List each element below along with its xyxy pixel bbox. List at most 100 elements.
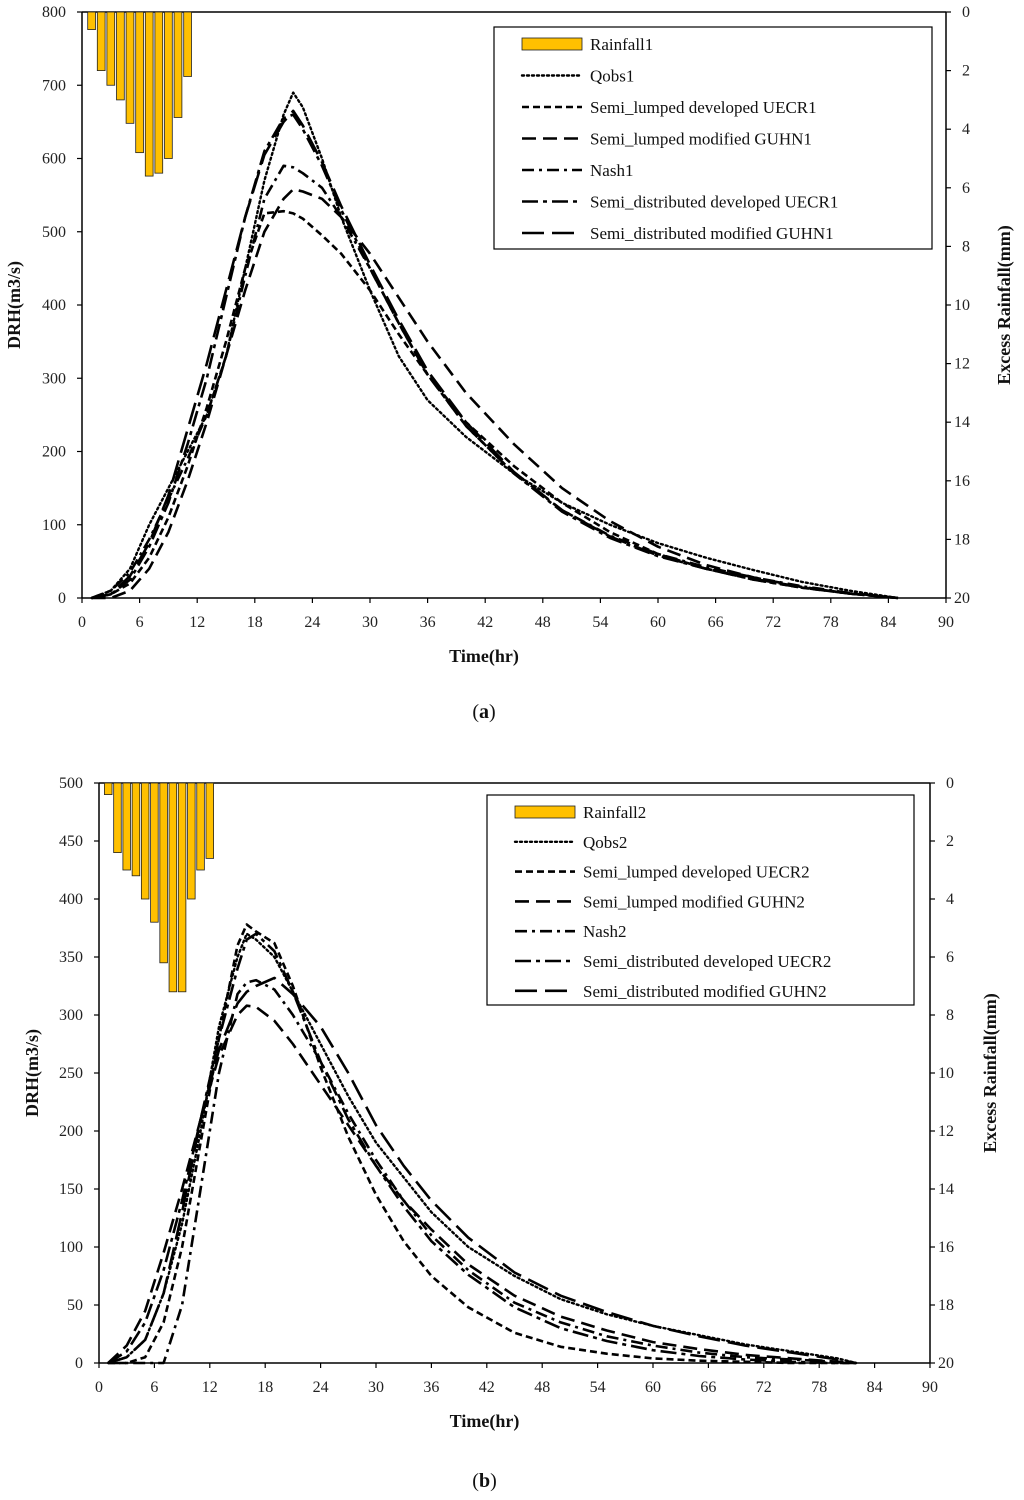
x-tick-label: 36 bbox=[423, 1379, 439, 1396]
y2-tick-label: 20 bbox=[938, 1355, 954, 1372]
rainfall-bar bbox=[125, 11, 135, 124]
legend-label: Nash2 bbox=[583, 922, 626, 941]
series-line-nash1 bbox=[91, 164, 899, 600]
y2-tick-label: 2 bbox=[962, 63, 970, 80]
y2-tick-label: 8 bbox=[946, 1007, 954, 1024]
y2-tick-label: 0 bbox=[946, 775, 954, 792]
x-tick-label: 24 bbox=[304, 614, 320, 631]
series-line-semi-lumped-developed-uecr2 bbox=[108, 923, 857, 1365]
y-tick-label: 500 bbox=[59, 775, 83, 792]
rainfall-bar bbox=[168, 782, 178, 993]
series-line-semi-distributed-developed-uecr1 bbox=[91, 113, 899, 600]
legend-label: Rainfall2 bbox=[583, 803, 646, 822]
x-tick-label: 54 bbox=[592, 614, 608, 631]
y-tick-label: 400 bbox=[42, 297, 66, 314]
x-tick-label: 84 bbox=[867, 1379, 883, 1396]
y2-tick-label: 4 bbox=[962, 121, 970, 138]
x-tick-label: 36 bbox=[420, 614, 436, 631]
legend-label: Nash1 bbox=[590, 161, 633, 180]
legend: Rainfall1 Qobs1 Semi_lumped developed UECR… bbox=[493, 26, 933, 250]
x-tick-label: 60 bbox=[645, 1379, 661, 1396]
y2-tick-label: 14 bbox=[954, 414, 970, 431]
rainfall-bar bbox=[144, 11, 154, 177]
rainfall-bar bbox=[106, 11, 116, 86]
y-tick-label: 0 bbox=[75, 1355, 83, 1372]
legend-label: Semi_distributed developed UECR2 bbox=[583, 952, 831, 971]
x-tick-label: 60 bbox=[650, 614, 666, 631]
series-line-semi-lumped-modified-guhn1 bbox=[91, 188, 899, 600]
y2-tick-label: 0 bbox=[962, 4, 970, 21]
panel-label: (a) bbox=[472, 701, 495, 723]
chart-panel-b: 0 6 12 18 24 30 36 42 48 54 60 66 72 78 84 900501001502… bbox=[22, 775, 1001, 1492]
chart-panel-a: 0 6 12 18 24 30 36 42 48 54 60 66 72 78 84 900100200300… bbox=[4, 4, 1015, 723]
legend-label: Semi_lumped developed UECR1 bbox=[590, 98, 817, 117]
y-tick-label: 150 bbox=[59, 1181, 83, 1198]
legend-label: Semi_distributed modified GUHN1 bbox=[590, 224, 834, 243]
rainfall-bar bbox=[113, 782, 122, 853]
legend-label: Semi_lumped developed UECR2 bbox=[583, 863, 810, 882]
rainfall-bar bbox=[140, 782, 150, 900]
y-tick-label: 200 bbox=[59, 1123, 83, 1140]
y-tick-label: 100 bbox=[59, 1239, 83, 1256]
y2-tick-label: 4 bbox=[946, 891, 954, 908]
y-tick-label: 200 bbox=[42, 444, 66, 461]
y-tick-label: 600 bbox=[42, 151, 66, 168]
rainfall-bar bbox=[154, 11, 164, 174]
x-tick-label: 18 bbox=[257, 1379, 273, 1396]
legend-box bbox=[486, 794, 915, 1006]
y2-tick-label: 2 bbox=[946, 833, 954, 850]
x-tick-label: 90 bbox=[938, 614, 954, 631]
rainfall-bar bbox=[116, 11, 125, 101]
y-axis-title: DRH(m3/s) bbox=[22, 1029, 43, 1117]
y-tick-label: 50 bbox=[67, 1297, 83, 1314]
y-tick-label: 700 bbox=[42, 77, 66, 94]
rainfall-bar bbox=[177, 782, 187, 993]
y2-tick-label: 18 bbox=[954, 531, 970, 548]
legend-label: Semi_lumped modified GUHN1 bbox=[590, 130, 812, 149]
x-tick-label: 48 bbox=[534, 1379, 550, 1396]
y-axis-title: DRH(m3/s) bbox=[4, 261, 25, 349]
y2-tick-label: 18 bbox=[938, 1297, 954, 1314]
y2-tick-label: 14 bbox=[938, 1181, 954, 1198]
x-tick-label: 72 bbox=[765, 614, 781, 631]
y2-tick-label: 16 bbox=[938, 1239, 954, 1256]
rainfall-bar bbox=[159, 782, 168, 964]
x-axis-title: Time(hr) bbox=[449, 646, 519, 667]
rainfall-bar bbox=[205, 782, 214, 859]
x-tick-label: 0 bbox=[95, 1379, 103, 1396]
rainfall-bar bbox=[183, 11, 192, 77]
series-line-nash2 bbox=[108, 978, 857, 1365]
x-axis-title: Time(hr) bbox=[450, 1411, 520, 1432]
x-tick-label: 30 bbox=[362, 614, 378, 631]
rainfall-bar bbox=[196, 782, 205, 871]
x-tick-label: 6 bbox=[150, 1379, 158, 1396]
x-tick-label: 12 bbox=[189, 614, 205, 631]
y-tick-label: 450 bbox=[59, 833, 83, 850]
x-tick-label: 78 bbox=[811, 1379, 827, 1396]
x-tick-label: 48 bbox=[535, 614, 551, 631]
y-tick-label: 300 bbox=[59, 1007, 83, 1024]
x-tick-label: 0 bbox=[78, 614, 86, 631]
rainfall-bar bbox=[173, 11, 183, 118]
rainfall-bar bbox=[122, 782, 131, 871]
series-line-semi-distributed-modified-guhn2 bbox=[107, 976, 857, 1365]
series-line-semi-distributed-modified-guhn1 bbox=[91, 109, 899, 600]
y-tick-label: 400 bbox=[59, 891, 83, 908]
y2-tick-label: 16 bbox=[954, 473, 970, 490]
legend-swatch-rainfall bbox=[514, 805, 576, 819]
y2-axis-title: Excess Rainfall(mm) bbox=[980, 993, 1001, 1152]
rainfall-bar bbox=[150, 782, 159, 923]
y2-tick-label: 8 bbox=[962, 238, 970, 255]
y-tick-label: 350 bbox=[59, 949, 83, 966]
x-tick-label: 12 bbox=[202, 1379, 218, 1396]
x-tick-label: 24 bbox=[313, 1379, 329, 1396]
rainfall-bar bbox=[187, 782, 196, 900]
y-tick-label: 100 bbox=[42, 517, 66, 534]
y2-tick-label: 20 bbox=[954, 590, 970, 607]
legend: Rainfall2 Qobs2 Semi_lumped developed UECR… bbox=[486, 794, 915, 1006]
x-tick-label: 90 bbox=[922, 1379, 938, 1396]
legend-label: Semi_lumped modified GUHN2 bbox=[583, 892, 805, 911]
y-tick-label: 250 bbox=[59, 1065, 83, 1082]
x-tick-label: 72 bbox=[756, 1379, 772, 1396]
